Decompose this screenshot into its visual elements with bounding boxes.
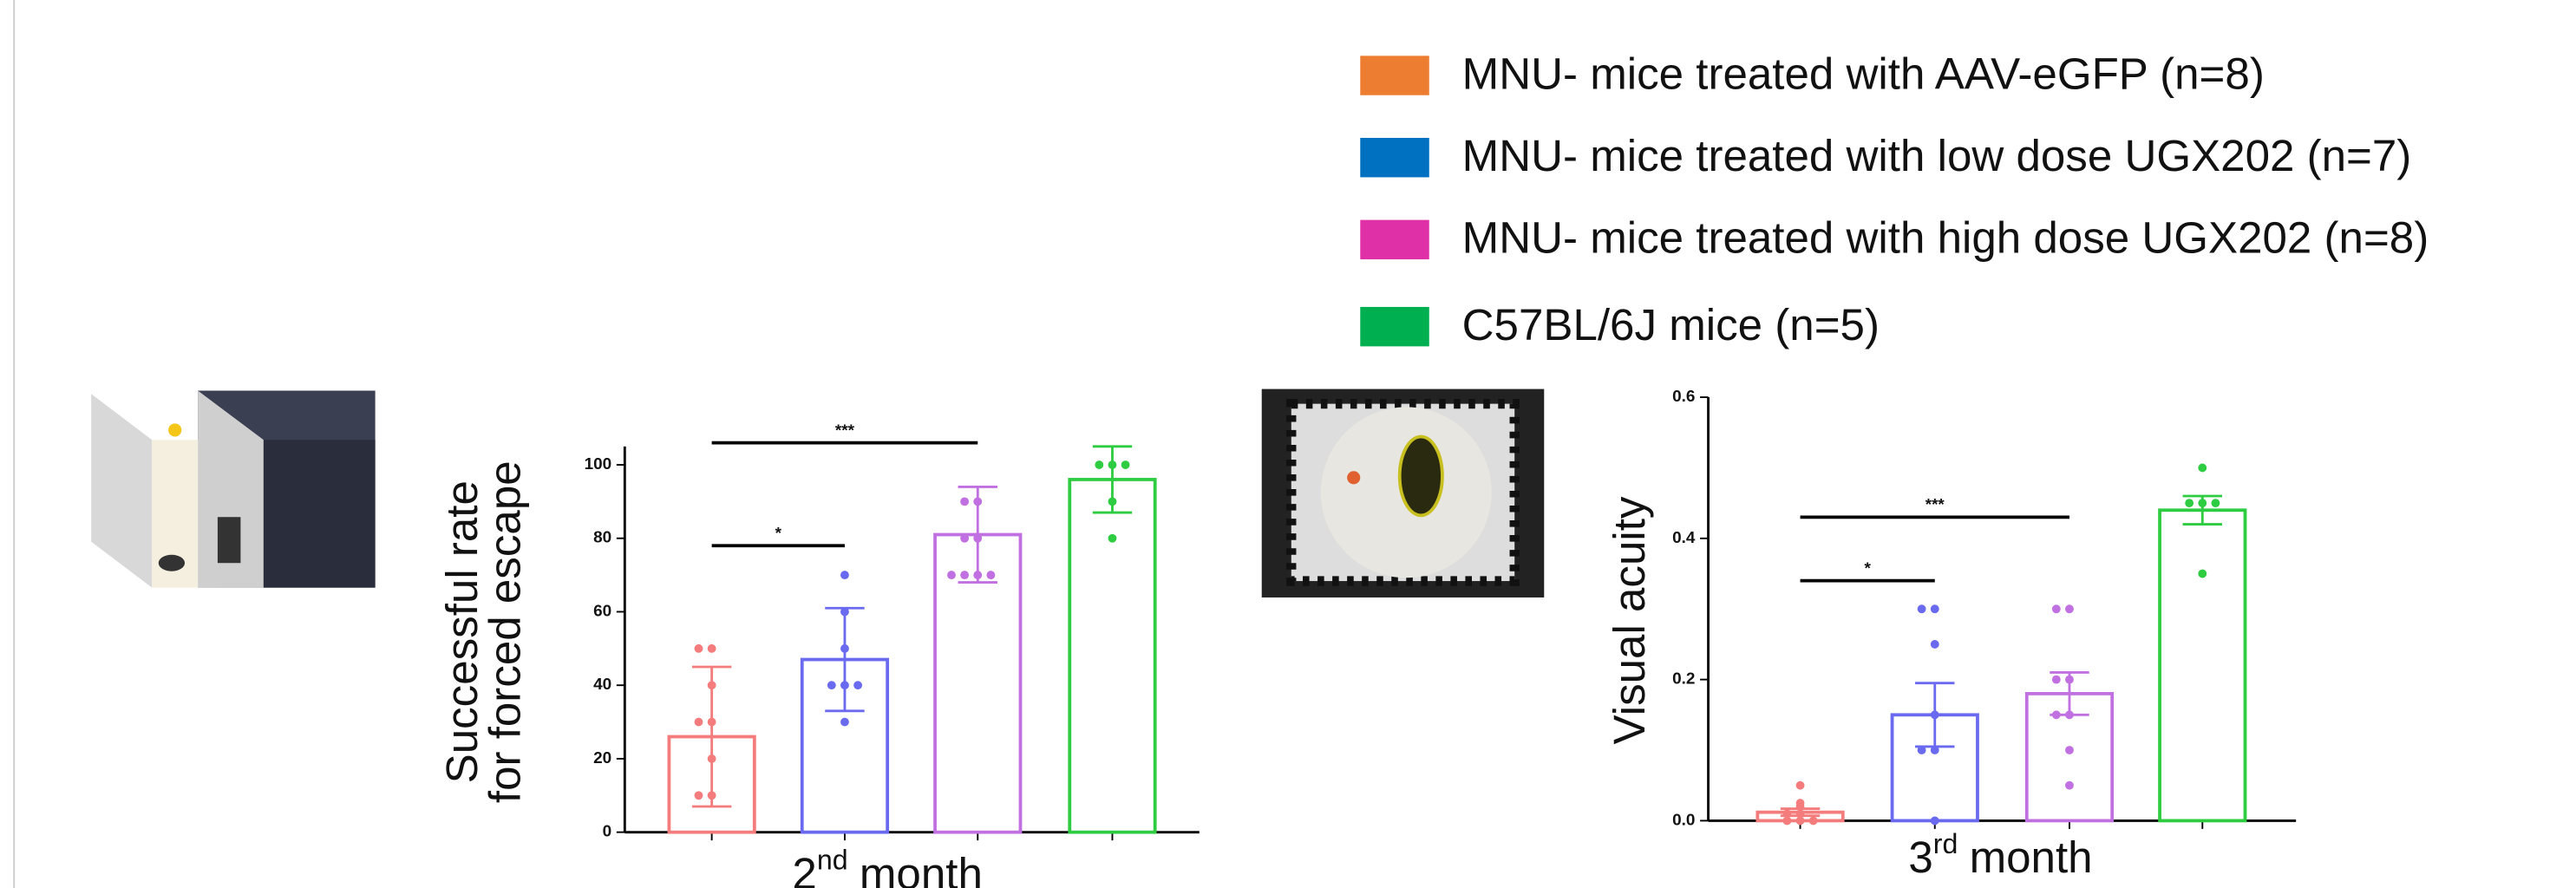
legend-label: MNU- mice treated with low dose UGX202 (… — [1462, 131, 2412, 180]
data-point — [2212, 499, 2220, 507]
data-point — [2065, 710, 2074, 719]
data-point — [2065, 781, 2074, 790]
y-tick-label: 100 — [585, 455, 612, 473]
legend-label: MNU- mice treated with AAV-eGFP (n=8) — [1462, 49, 2265, 98]
data-point — [1796, 781, 1805, 790]
y-tick-label: 0 — [603, 823, 612, 841]
data-point — [708, 754, 716, 763]
data-point — [1809, 816, 1818, 825]
data-point — [695, 718, 703, 727]
data-point — [2185, 499, 2194, 507]
data-point — [1108, 534, 1117, 543]
data-point — [1931, 604, 1939, 613]
legend: MNU- mice treated with AAV-eGFP (n=8) MNU… — [1360, 49, 2429, 349]
data-point — [2052, 710, 2061, 719]
x-axis-label-part: nd — [817, 844, 848, 875]
optomotor-photo — [1262, 389, 1545, 597]
legend-swatch — [1360, 307, 1429, 346]
data-point — [947, 571, 956, 579]
data-point — [840, 681, 849, 689]
data-point — [695, 644, 703, 653]
data-point — [2198, 499, 2207, 507]
data-point — [2198, 464, 2207, 473]
data-point — [973, 571, 982, 579]
x-axis-label-part: 2 — [792, 848, 816, 888]
y-tick-label: 60 — [593, 602, 611, 620]
data-point — [1931, 746, 1939, 754]
data-point — [708, 681, 716, 689]
y-tick-label: 0.6 — [1672, 388, 1695, 406]
data-point — [708, 718, 716, 727]
data-point — [1931, 816, 1939, 825]
data-point — [973, 497, 982, 506]
y-tick-label: 40 — [593, 676, 611, 694]
data-point — [1108, 460, 1117, 469]
y-tick-label: 0.0 — [1672, 811, 1695, 829]
y-tick-label: 0.4 — [1672, 529, 1696, 547]
x-axis-label-part: month — [1970, 832, 2093, 881]
data-point — [840, 608, 849, 617]
data-point — [2065, 676, 2074, 684]
y-tick-label: 20 — [593, 749, 611, 767]
legend-label: MNU- mice treated with high dose UGX202 … — [1462, 213, 2429, 263]
data-point — [1796, 816, 1805, 825]
data-point — [1121, 460, 1130, 469]
legend-swatch — [1360, 56, 1429, 95]
y-axis-label: for forced escape — [480, 460, 529, 803]
data-point — [1782, 816, 1791, 825]
data-point — [1918, 746, 1926, 754]
legend-swatch — [1360, 220, 1429, 259]
data-point — [840, 644, 849, 653]
data-point — [1108, 497, 1117, 506]
data-point — [960, 497, 969, 506]
data-point — [2198, 570, 2207, 578]
data-point — [2052, 676, 2061, 684]
significance-label: * — [1864, 559, 1871, 578]
data-point — [1095, 460, 1103, 469]
bar — [1069, 480, 1154, 832]
data-point — [708, 644, 716, 653]
data-point — [695, 791, 703, 800]
figure: MNU- mice treated with AAV-eGFP (n=8) MNU… — [0, 0, 2576, 888]
data-point — [853, 681, 862, 689]
y-tick-label: 80 — [593, 529, 611, 547]
data-point — [708, 791, 716, 800]
data-point — [986, 571, 995, 579]
significance-label: *** — [835, 421, 855, 440]
significance-label: * — [775, 525, 782, 543]
significance-label: *** — [1925, 496, 1945, 514]
bar — [2160, 510, 2245, 820]
x-axis-label-part: month — [860, 848, 983, 888]
data-point — [2065, 746, 2074, 754]
page: {"legend": [ {"name": "MNU- mice treated… — [0, 0, 2576, 888]
x-axis-label-part: 3 — [1908, 832, 1932, 881]
legend-swatch — [1360, 138, 1429, 177]
data-point — [1931, 640, 1939, 649]
data-point — [1918, 604, 1926, 613]
data-point — [827, 681, 836, 689]
data-point — [973, 534, 982, 543]
y-tick-label: 0.2 — [1672, 670, 1695, 689]
data-point — [1931, 710, 1939, 719]
data-point — [840, 571, 849, 579]
data-point — [960, 534, 969, 543]
y-axis-label: Visual acuity — [1605, 496, 1654, 744]
legend-label: C57BL/6J mice (n=5) — [1462, 300, 1880, 349]
maze-illustration — [91, 390, 375, 587]
data-point — [2065, 604, 2074, 613]
x-axis-label-part: rd — [1933, 827, 1958, 859]
data-point — [960, 571, 969, 579]
data-point — [840, 718, 849, 727]
data-point — [2052, 604, 2061, 613]
